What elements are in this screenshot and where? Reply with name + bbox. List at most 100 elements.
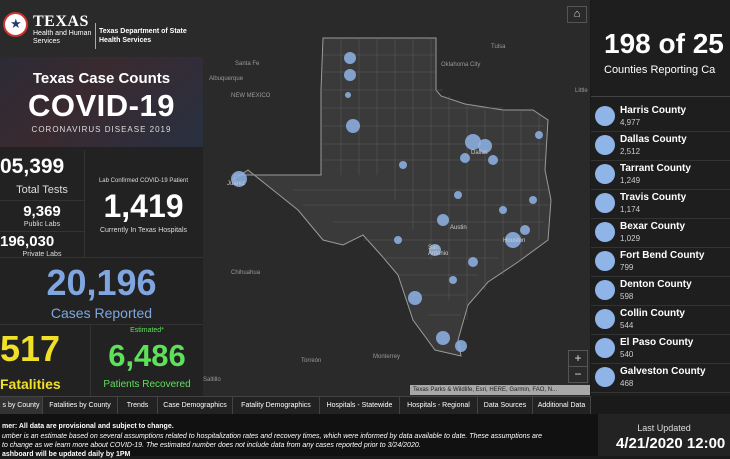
county-list-item[interactable]: Bexar County 1,029 bbox=[591, 218, 730, 248]
disclaimer-line: ashboard will be updated daily by 1PM bbox=[2, 451, 131, 458]
logo-divider bbox=[95, 23, 96, 49]
private-labs-value: 196,030 bbox=[0, 233, 55, 250]
case-bubble bbox=[399, 161, 407, 169]
county-name: Dallas County bbox=[620, 134, 687, 145]
tab-case-demographics[interactable]: Case Demographics bbox=[158, 397, 233, 414]
texas-map[interactable]: Santa Fe Albuquerque NEW MEXICO Oklahoma… bbox=[203, 0, 590, 396]
tests-block: 05,399 Total Tests 9,369 Public Labs 196… bbox=[0, 150, 85, 258]
county-list[interactable]: Harris County 4,977 Dallas County 2,512 Tarr… bbox=[591, 102, 730, 396]
last-updated-value: 4/21/2020 12:00 bbox=[616, 435, 726, 452]
case-bubble bbox=[529, 196, 537, 204]
tab-fatality-demographics[interactable]: Fatality Demographics bbox=[233, 397, 320, 414]
hero-banner bbox=[0, 57, 203, 147]
agency-logo-subtext: Health and Human Services bbox=[33, 30, 92, 45]
case-bubble bbox=[465, 134, 481, 150]
fatalities-value: 517 bbox=[0, 328, 61, 369]
map-label: Oklahoma City bbox=[441, 62, 481, 68]
case-bubble bbox=[436, 331, 450, 345]
case-bubble bbox=[468, 257, 478, 267]
map-label: Houston bbox=[503, 238, 526, 244]
county-name: Galveston County bbox=[620, 366, 706, 377]
case-bubble bbox=[505, 232, 521, 248]
map-label: Monterrey bbox=[373, 354, 401, 360]
map-label: Albuquerque bbox=[209, 76, 244, 82]
county-case-count: 4,977 bbox=[620, 118, 641, 127]
recovered-label: Patients Recovered bbox=[103, 379, 191, 390]
county-name: Bexar County bbox=[620, 221, 686, 232]
county-dot-icon bbox=[595, 222, 615, 242]
county-case-count: 468 bbox=[620, 379, 634, 388]
county-case-count: 540 bbox=[620, 350, 634, 359]
tab-additional-data[interactable]: Additional Data bbox=[533, 397, 591, 414]
map-label: Torreón bbox=[301, 358, 322, 364]
case-bubble bbox=[437, 214, 449, 226]
disclaimer-line: mer: All data are provisional and subjec… bbox=[2, 423, 174, 430]
zoom-in-button[interactable]: + bbox=[568, 350, 588, 367]
divider bbox=[0, 200, 84, 201]
county-dot-icon bbox=[595, 367, 615, 387]
case-bubbles bbox=[231, 52, 543, 352]
county-case-count: 598 bbox=[620, 292, 634, 301]
fatalities-label: Fatalities bbox=[0, 376, 61, 392]
county-list-item[interactable]: Tarrant County 1,249 bbox=[591, 160, 730, 190]
case-bubble bbox=[499, 206, 507, 214]
tab-cases-by-county[interactable]: s by County bbox=[0, 397, 43, 414]
county-name: Denton County bbox=[620, 279, 692, 290]
case-bubble bbox=[344, 69, 356, 81]
map-label: Juárez bbox=[227, 181, 246, 187]
county-name: Harris County bbox=[620, 105, 687, 116]
zoom-out-button[interactable]: − bbox=[568, 366, 588, 383]
tab-hospitals-statewide[interactable]: Hospitals - Statewide bbox=[320, 397, 400, 414]
county-case-count: 799 bbox=[620, 263, 634, 272]
tab-data-sources[interactable]: Data Sources bbox=[478, 397, 533, 414]
case-bubble bbox=[408, 291, 422, 305]
agency-logo-text: TEXAS bbox=[33, 13, 89, 30]
tab-fatalities-by-county[interactable]: Fatalities by County bbox=[43, 397, 118, 414]
case-bubble bbox=[231, 171, 247, 187]
home-button[interactable]: ⌂ bbox=[567, 6, 587, 23]
divider bbox=[0, 231, 84, 232]
county-list-item[interactable]: Galveston County 468 bbox=[591, 363, 730, 393]
case-bubble bbox=[488, 155, 498, 165]
county-list-item[interactable]: Denton County 598 bbox=[591, 276, 730, 306]
hospital-caption: Lab Confirmed COVID-19 Patient bbox=[98, 178, 189, 184]
county-list-item[interactable]: El Paso County 540 bbox=[591, 334, 730, 364]
public-labs-label: Public Labs bbox=[23, 221, 61, 228]
county-list-item[interactable]: Dallas County 2,512 bbox=[591, 131, 730, 161]
map-attribution[interactable]: Texas Parks & Wildlife, Esri, HERE, Garm… bbox=[410, 385, 590, 395]
case-bubble bbox=[454, 191, 462, 199]
last-updated-label: Last Updated bbox=[637, 423, 691, 433]
county-list-item[interactable]: Travis County 1,174 bbox=[591, 189, 730, 219]
county-case-count: 544 bbox=[620, 321, 634, 330]
county-dot-icon bbox=[595, 135, 615, 155]
county-name: Collin County bbox=[620, 308, 685, 319]
county-dot-icon bbox=[595, 309, 615, 329]
tab-trends[interactable]: Trends bbox=[118, 397, 158, 414]
total-tests-label: Total Tests bbox=[16, 184, 68, 196]
case-bubble bbox=[520, 225, 530, 235]
case-bubble bbox=[460, 153, 470, 163]
recovered-caption: Estimated* bbox=[130, 327, 164, 334]
texas-seal-icon bbox=[3, 12, 28, 37]
county-dot-icon bbox=[595, 251, 615, 271]
case-bubble bbox=[535, 131, 543, 139]
county-list-item[interactable]: Fort Bend County 799 bbox=[591, 247, 730, 277]
county-name: El Paso County bbox=[620, 337, 694, 348]
case-bubble bbox=[449, 276, 457, 284]
divider bbox=[0, 257, 203, 258]
divider bbox=[90, 325, 91, 396]
disclaimer: mer: All data are provisional and subjec… bbox=[0, 414, 598, 458]
disclaimer-line: to change as we learn more about COVID-1… bbox=[2, 442, 421, 449]
last-updated-panel: Last Updated 4/21/2020 12:00 bbox=[598, 414, 730, 456]
county-list-item[interactable]: Collin County 544 bbox=[591, 305, 730, 335]
map-label: Tulsa bbox=[491, 44, 506, 50]
hospital-value: 1,419 bbox=[103, 188, 184, 224]
county-case-count: 1,249 bbox=[620, 176, 641, 185]
left-panel: TEXAS Health and Human Services Texas De… bbox=[0, 0, 204, 396]
map-label: NEW MEXICO bbox=[231, 93, 271, 99]
tab-hospitals-regional[interactable]: Hospitals - Regional bbox=[400, 397, 478, 414]
county-list-item[interactable]: Harris County 4,977 bbox=[591, 102, 730, 132]
total-tests-value: 05,399 bbox=[0, 155, 65, 178]
private-labs-label: Private Labs bbox=[22, 251, 62, 258]
county-case-count: 1,029 bbox=[620, 234, 641, 243]
